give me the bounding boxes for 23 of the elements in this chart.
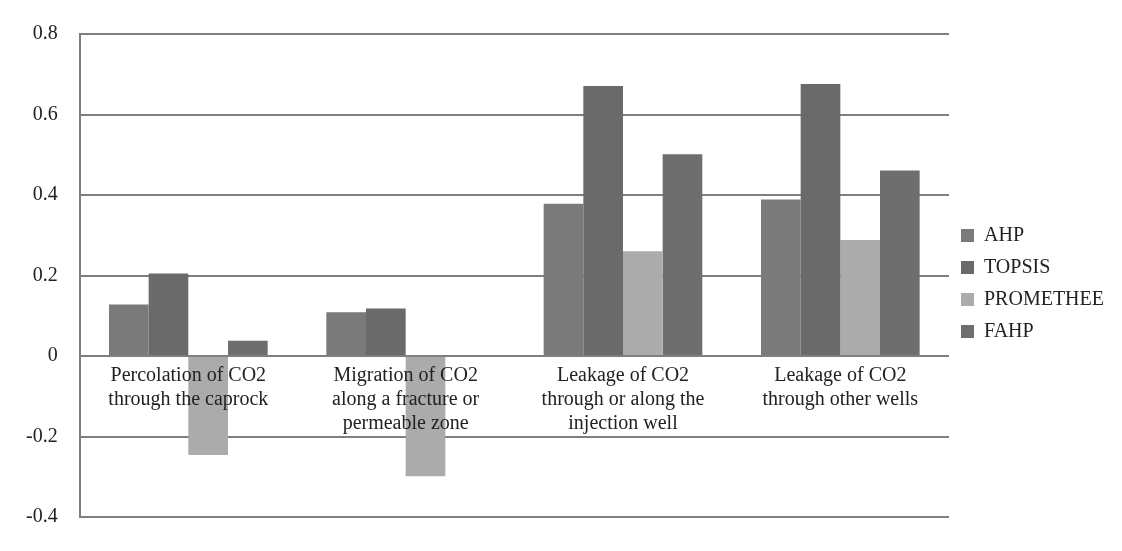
x-tick-label: Percolation of CO2 through the caprock: [108, 363, 269, 411]
x-tick-label: Leakage of CO2 through other wells: [762, 363, 919, 411]
bar: [148, 273, 189, 355]
legend-label: PROMETHEE: [984, 286, 1104, 309]
legend-label: AHP: [984, 222, 1025, 245]
y-tick-label: 0.6: [32, 101, 58, 124]
bar: [366, 308, 406, 355]
bar: [623, 251, 663, 355]
bar: [800, 83, 841, 355]
y-tick-label: 0: [47, 343, 58, 366]
legend-label: FAHP: [984, 318, 1034, 341]
y-tick-label: 0.2: [32, 262, 58, 285]
bar: [880, 170, 920, 355]
bar: [840, 240, 880, 355]
legend-label: TOPSIS: [984, 254, 1051, 277]
y-tick-label: 0.4: [32, 182, 58, 205]
bar: [583, 85, 623, 355]
y-tick-label: 0.8: [32, 21, 58, 44]
bar: [662, 154, 703, 355]
y-tick-label: -0.2: [25, 423, 58, 446]
x-tick-label: Leakage of CO2 through or along the injection well: [541, 363, 705, 435]
bar: [227, 340, 268, 355]
y-tick-label: -0.4: [25, 504, 58, 527]
